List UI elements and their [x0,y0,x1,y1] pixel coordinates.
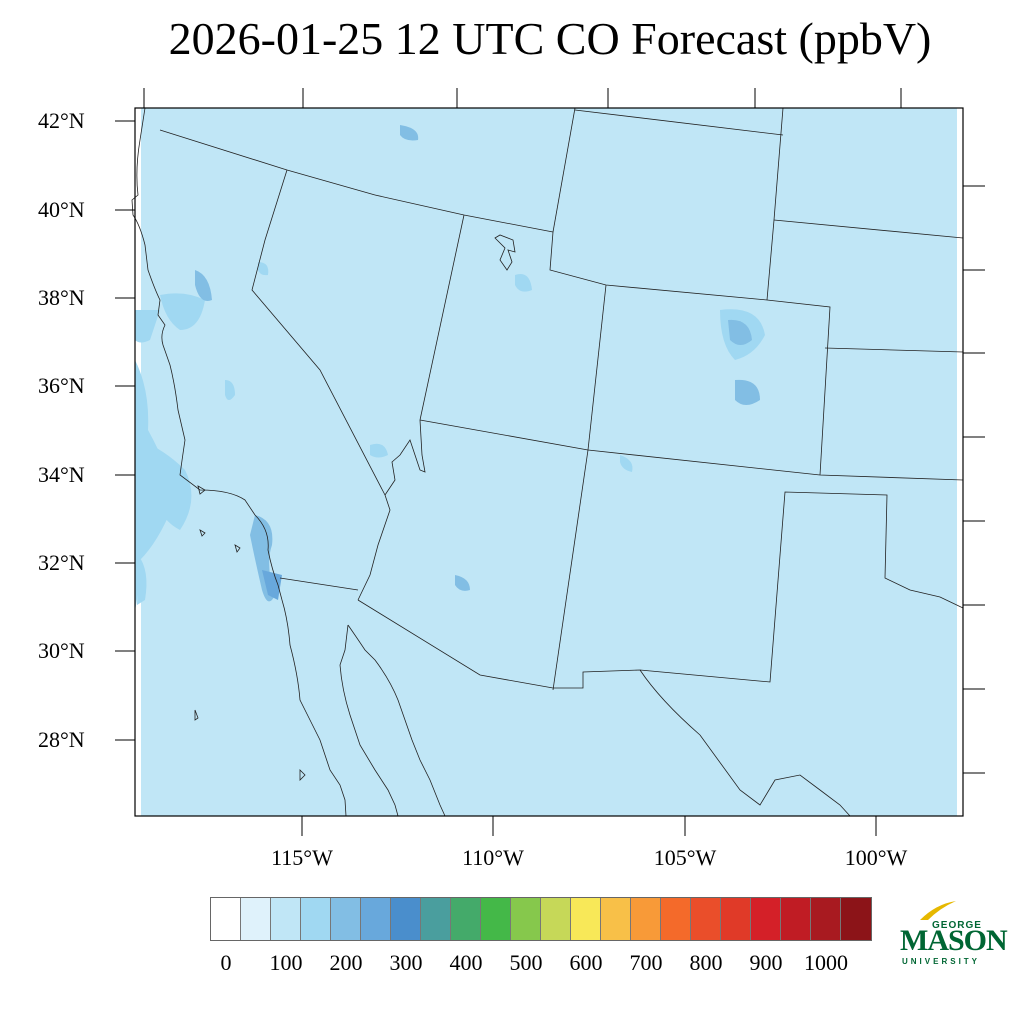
colorbar-tick-label: 700 [629,950,663,975]
colorbar-swatch [691,898,721,940]
lon-label-100: 100°W [844,845,908,870]
colorbar-swatch [631,898,661,940]
colorbar-swatch [841,898,871,940]
colorbar-tick-label: 300 [389,950,423,975]
lat-label-42: 42°N [38,108,85,133]
colorbar-swatch [211,898,241,940]
colorbar-swatch [721,898,751,940]
logo-university-text: UNIVERSITY [902,957,981,966]
lat-label-38: 38°N [38,285,85,310]
colorbar-swatch [781,898,811,940]
axis-ticks [115,88,985,836]
colorbar-swatch [361,898,391,940]
boundary-lines [131,107,964,817]
lon-label-110: 110°W [462,845,524,870]
colorbar [210,897,872,941]
lat-label-30: 30°N [38,638,85,663]
colorbar-tick-label: 500 [509,950,543,975]
colorbar-swatch [241,898,271,940]
colorbar-swatch [481,898,511,940]
colorbar-swatch [421,898,451,940]
colorbar-swatch [271,898,301,940]
george-mason-logo: GEORGE MASON UNIVERSITY [898,900,1008,970]
colorbar-swatch [301,898,331,940]
lon-label-105: 105°W [653,845,717,870]
colorbar-swatch [331,898,361,940]
logo-swoosh-icon [920,901,956,920]
lat-label-36: 36°N [38,373,85,398]
colorbar-swatch [811,898,841,940]
logo-george-text: GEORGE [932,920,982,931]
lat-label-32: 32°N [38,550,85,575]
colorbar-swatch [391,898,421,940]
map-frame [134,107,964,817]
colorbar-swatch [451,898,481,940]
colorbar-tick-label: 900 [749,950,783,975]
colorbar-tick-label: 400 [449,950,483,975]
colorbar-tick-label: 600 [569,950,603,975]
colorbar-swatch [661,898,691,940]
map-title: 2026-01-25 12 UTC CO Forecast (ppbV) [168,13,932,64]
colorbar-tick-label: 100 [269,950,303,975]
colorbar-swatch [751,898,781,940]
colorbar-tick-label: 1000 [804,950,848,975]
co-enhanced-regions [135,125,765,610]
colorbar-swatch [601,898,631,940]
lat-label-34: 34°N [38,462,85,487]
colorbar-swatch [571,898,601,940]
map-background [135,108,963,816]
colorbar-tick-label: 800 [689,950,723,975]
lon-label-115: 115°W [271,845,333,870]
colorbar-tick-label: 0 [220,950,232,975]
logo-mason-text: MASON [900,924,1008,957]
colorbar-swatch [511,898,541,940]
lat-label-40: 40°N [38,197,85,222]
colorbar-swatch [541,898,571,940]
lat-label-28: 28°N [38,727,85,752]
colorbar-tick-label: 200 [329,950,363,975]
